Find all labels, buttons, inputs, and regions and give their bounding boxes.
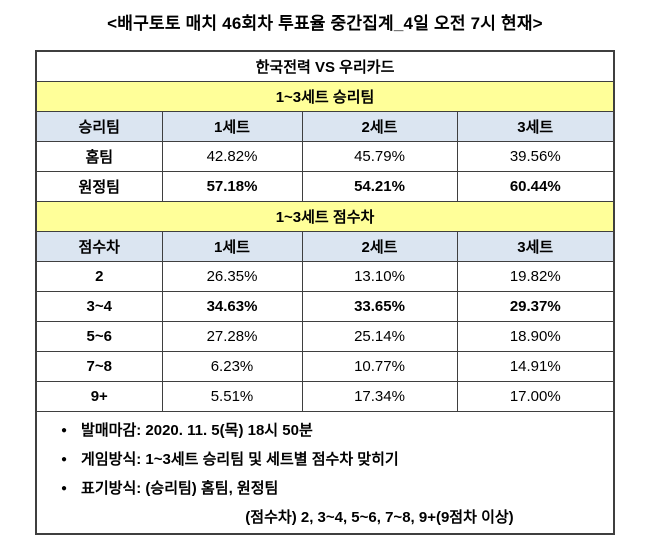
bullet-icon: ● — [61, 482, 68, 494]
data-cell: 5.51% — [161, 380, 303, 412]
column-header: 1세트 — [161, 110, 303, 142]
data-cell: 17.34% — [301, 380, 458, 412]
row-label: 2 — [35, 260, 163, 292]
notes-box: ● 발매마감: 2020. 11. 5(목) 18시 50분 ● 게임방식: 1… — [35, 410, 615, 534]
table-row: 홈팀 42.82% 45.79% 39.56% — [35, 140, 615, 172]
data-cell: 6.23% — [161, 350, 303, 382]
column-header: 3세트 — [456, 110, 615, 142]
row-label: 7~8 — [35, 350, 163, 382]
data-cell: 17.00% — [456, 380, 615, 412]
note-line: ● 발매마감: 2020. 11. 5(목) 18시 50분 — [61, 421, 603, 442]
column-header-row: 점수차 1세트 2세트 3세트 — [35, 230, 615, 262]
column-header: 2세트 — [301, 230, 458, 262]
column-header: 3세트 — [456, 230, 615, 262]
row-label: 3~4 — [35, 290, 163, 322]
data-cell: 42.82% — [161, 140, 303, 172]
note-line: ● 표기방식: (승리팀) 홈팀, 원정팀 — [61, 479, 603, 500]
note-text: 게임방식: 1~3세트 승리팀 및 세트별 점수차 맞히기 — [81, 450, 399, 468]
bullet-icon: ● — [61, 424, 68, 436]
notes-row: ● 발매마감: 2020. 11. 5(목) 18시 50분 ● 게임방식: 1… — [35, 410, 615, 534]
data-cell: 34.63% — [161, 290, 303, 322]
data-cell: 39.56% — [456, 140, 615, 172]
column-header-row: 승리팀 1세트 2세트 3세트 — [35, 110, 615, 142]
note-line: ● 게임방식: 1~3세트 승리팀 및 세트별 점수차 맞히기 — [61, 450, 603, 471]
match-header-row: 한국전력 VS 우리카드 — [35, 50, 615, 82]
note-text: 발매마감: 2020. 11. 5(목) 18시 50분 — [81, 421, 313, 439]
column-header: 점수차 — [35, 230, 163, 262]
data-cell: 60.44% — [456, 170, 615, 202]
page: <배구토토 매치 46회차 투표율 중간집계_4일 오전 7시 현재> 한국전력… — [0, 9, 650, 543]
row-label: 9+ — [35, 380, 163, 412]
vote-table: 한국전력 VS 우리카드 1~3세트 승리팀 승리팀 1세트 2세트 3세트 홈… — [35, 50, 615, 535]
page-title: <배구토토 매치 46회차 투표율 중간집계_4일 오전 7시 현재> — [107, 14, 543, 33]
column-header: 2세트 — [301, 110, 458, 142]
table-row: 2 26.35% 13.10% 19.82% — [35, 260, 615, 292]
section-band-row: 1~3세트 점수차 — [35, 200, 615, 232]
section-band-row: 1~3세트 승리팀 — [35, 80, 615, 112]
column-header: 승리팀 — [35, 110, 163, 142]
table-row: 원정팀 57.18% 54.21% 60.44% — [35, 170, 615, 202]
data-cell: 26.35% — [161, 260, 303, 292]
table-row: 5~6 27.28% 25.14% 18.90% — [35, 320, 615, 352]
section-title: 1~3세트 승리팀 — [35, 80, 615, 112]
table-row: 7~8 6.23% 10.77% 14.91% — [35, 350, 615, 382]
data-cell: 10.77% — [301, 350, 458, 382]
row-label: 원정팀 — [35, 170, 163, 202]
data-cell: 45.79% — [301, 140, 458, 172]
data-cell: 13.10% — [301, 260, 458, 292]
row-label: 5~6 — [35, 320, 163, 352]
data-cell: 54.21% — [301, 170, 458, 202]
data-cell: 27.28% — [161, 320, 303, 352]
bullet-icon: ● — [61, 453, 68, 465]
match-title: 한국전력 VS 우리카드 — [35, 50, 615, 82]
note-continuation: (점수차) 2, 3~4, 5~6, 7~8, 9+(9점차 이상) — [245, 508, 514, 526]
data-cell: 14.91% — [456, 350, 615, 382]
table-row: 3~4 34.63% 33.65% 29.37% — [35, 290, 615, 322]
data-cell: 25.14% — [301, 320, 458, 352]
column-header: 1세트 — [161, 230, 303, 262]
data-cell: 29.37% — [456, 290, 615, 322]
data-cell: 57.18% — [161, 170, 303, 202]
table-row: 9+ 5.51% 17.34% 17.00% — [35, 380, 615, 412]
row-label: 홈팀 — [35, 140, 163, 172]
section-title: 1~3세트 점수차 — [35, 200, 615, 232]
note-text: 표기방식: (승리팀) 홈팀, 원정팀 — [81, 479, 279, 497]
data-cell: 19.82% — [456, 260, 615, 292]
data-cell: 18.90% — [456, 320, 615, 352]
data-cell: 33.65% — [301, 290, 458, 322]
